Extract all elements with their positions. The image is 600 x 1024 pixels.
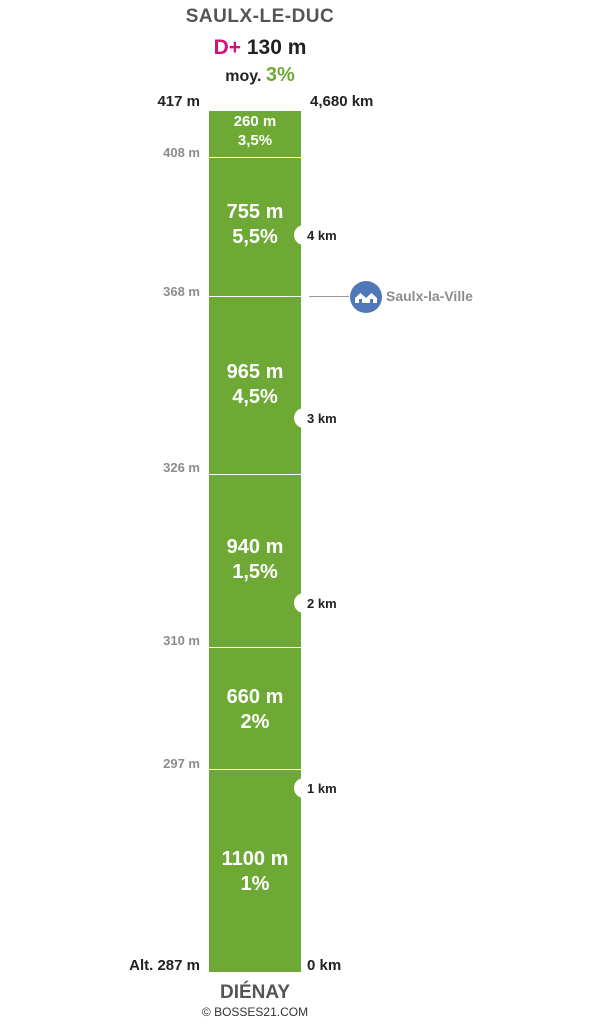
total-distance: 4,680 km (310, 93, 374, 110)
segment-grade: 3,5% (237, 131, 273, 149)
altitude-label: 368 m (163, 284, 200, 299)
altitude-label: 297 m (163, 756, 200, 771)
houses-icon (350, 281, 382, 313)
altitude-label: 326 m (163, 460, 200, 475)
segment-grade: 2% (240, 711, 270, 733)
elevation-gain-label: D+ (213, 36, 242, 59)
segment-grade: 1% (240, 873, 270, 895)
average-grade-value: 3% (265, 64, 295, 86)
altitude-label: 310 m (163, 633, 200, 648)
start-altitude: Alt. 287 m (129, 957, 200, 974)
start-name: DIÉNAY (219, 982, 291, 1003)
segment-divider (209, 474, 301, 475)
segment-grade: 1,5% (232, 561, 278, 583)
km-notch (294, 408, 308, 428)
profile-bar (209, 111, 301, 972)
km-notch (294, 778, 308, 798)
elevation-gain-value: 130 m (246, 36, 307, 59)
start-distance: 0 km (307, 957, 342, 974)
km-notch (294, 225, 308, 245)
km-notch (294, 593, 308, 613)
segment-grade: 5,5% (232, 226, 278, 248)
segment-label: 755 m 5,5% (209, 200, 301, 250)
average-label: moy. (225, 68, 262, 85)
town-connector (309, 296, 349, 297)
segment-length: 1100 m (221, 848, 289, 870)
segment-label: 965 m 4,5% (209, 360, 301, 410)
km-marker: 1 km (307, 781, 337, 796)
segment-divider (209, 647, 301, 648)
segment-divider (209, 157, 301, 158)
segment-length: 755 m (226, 201, 284, 223)
segment-label: 1100 m 1% (209, 847, 301, 897)
segment-length: 965 m (226, 361, 284, 383)
town-name: Saulx-la-Ville (386, 288, 473, 304)
segment-grade: 4,5% (232, 386, 278, 408)
km-marker: 2 km (307, 596, 337, 611)
segment-length: 260 m (233, 113, 277, 130)
summit-name: SAULX-LE-DUC (185, 6, 335, 27)
km-marker: 3 km (307, 411, 337, 426)
km-marker: 4 km (307, 228, 337, 243)
top-altitude: 417 m (157, 93, 200, 110)
segment-divider (209, 769, 301, 770)
segment-label: 660 m 2% (209, 685, 301, 735)
segment-length: 660 m (226, 686, 284, 708)
elevation-gain: D+ 130 m (0, 36, 520, 60)
segment-label: 260 m 3,5% (209, 113, 301, 151)
average-grade: moy. 3% (0, 64, 520, 87)
segment-divider (209, 296, 301, 297)
segment-label: 940 m 1,5% (209, 535, 301, 585)
segment-length: 940 m (226, 536, 284, 558)
copyright: © BOSSES21.COM (201, 1005, 309, 1019)
altitude-label: 408 m (163, 145, 200, 160)
